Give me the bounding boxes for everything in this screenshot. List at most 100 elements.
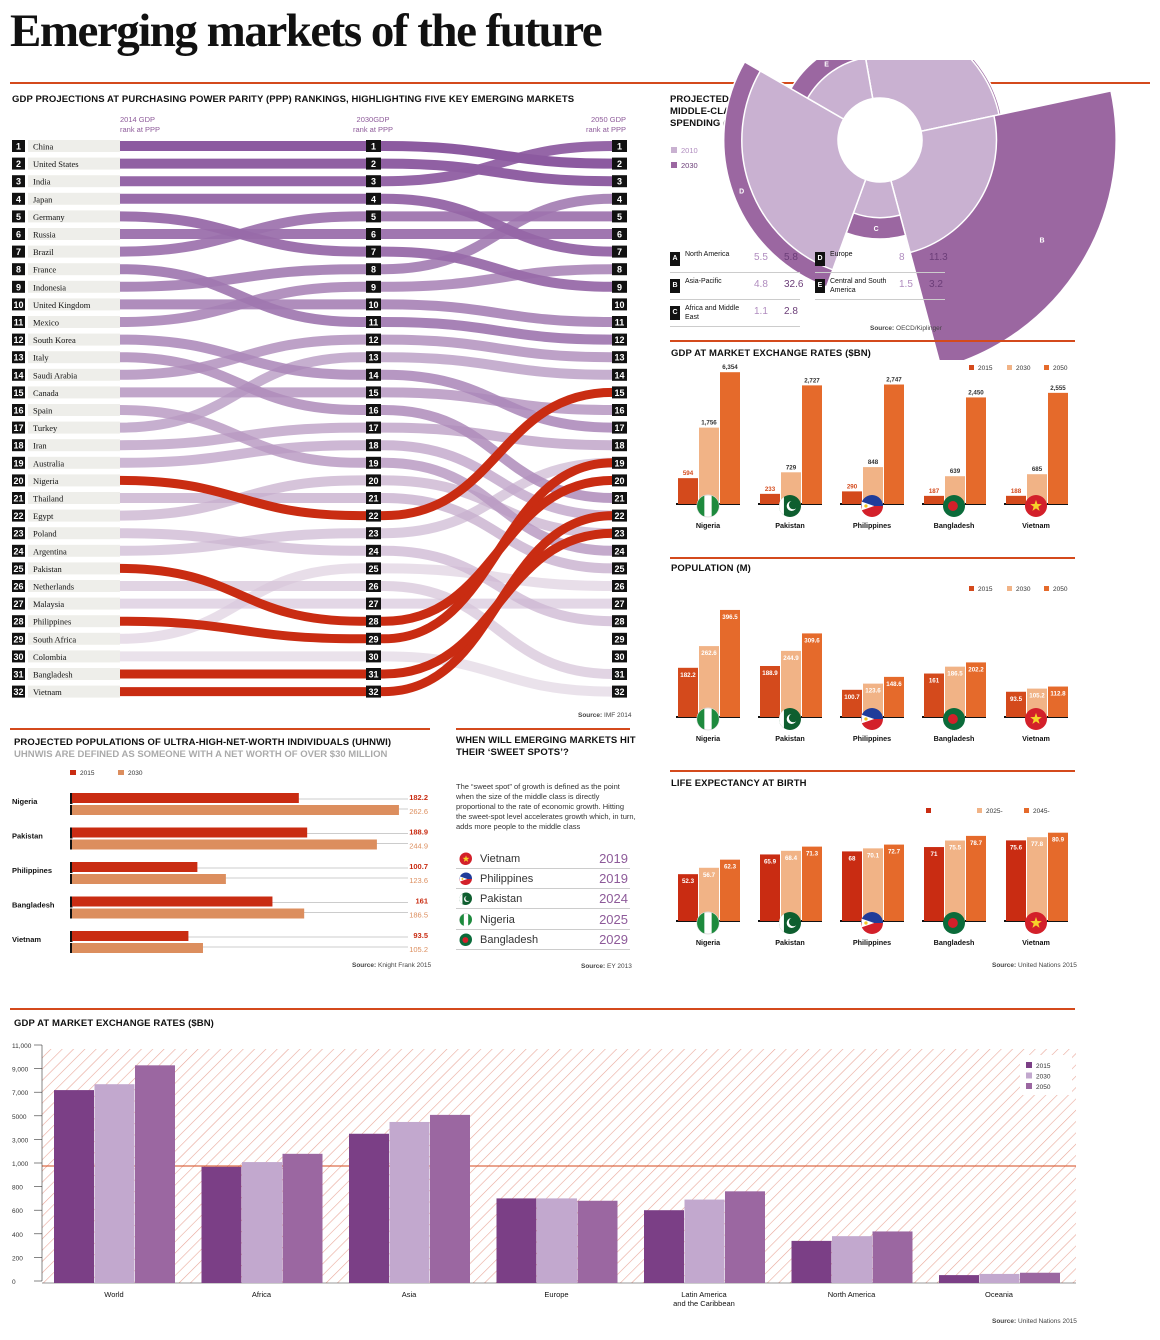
regions-legend-swatch bbox=[1026, 1083, 1032, 1089]
bar-bangladesh-2015 bbox=[924, 673, 944, 717]
ppp-rank-box bbox=[12, 263, 25, 276]
ppp-source: Source: IMF 2014 bbox=[578, 712, 632, 719]
bar-vietnam-2015 bbox=[1006, 495, 1026, 504]
flag-star bbox=[1030, 499, 1042, 511]
mc-wedge-2010 bbox=[741, 69, 867, 271]
flag-bottom bbox=[861, 506, 883, 517]
regions-bar-oceania-2015 bbox=[939, 1275, 979, 1283]
bar-pakistan-2050 bbox=[802, 385, 822, 504]
sweet-country: Pakistan bbox=[480, 893, 523, 906]
mc-legend-2010: 2010 bbox=[681, 146, 698, 155]
ppp-rank-box bbox=[12, 140, 25, 152]
bar-value: 112.8 bbox=[1050, 691, 1066, 698]
ppp-country: Russia bbox=[33, 230, 56, 240]
bar-nigeria-2015 bbox=[678, 667, 698, 717]
bar-vietnam-2050 bbox=[1048, 392, 1068, 504]
population-heading: POPULATION (M) bbox=[671, 563, 751, 574]
bar-philippines-2030 bbox=[863, 683, 883, 717]
flag-moon-cut bbox=[465, 896, 471, 902]
ppp-rank-box bbox=[366, 298, 381, 311]
legend-label: 2050 bbox=[1053, 365, 1068, 372]
ppp-rank-box bbox=[612, 597, 627, 610]
ppp-rank-2050: 30 bbox=[614, 652, 624, 662]
regions-bar-europe-2015 bbox=[496, 1198, 537, 1283]
bar-bangladesh-2050 bbox=[966, 397, 986, 504]
ppp-rank-box bbox=[612, 544, 627, 557]
ppp-rank-box bbox=[12, 368, 25, 381]
ppp-col2014-l1: 2014 GDP bbox=[120, 115, 155, 124]
ppp-label-bg bbox=[28, 140, 120, 152]
regions-bar-oceania-2050 bbox=[1020, 1272, 1060, 1283]
middle-class-heading: PROJECTED MIDDLE-CLASS SPENDING ($TRN) bbox=[670, 94, 755, 129]
ppp-country: Turkey bbox=[33, 423, 58, 433]
ppp-rank-box bbox=[612, 580, 627, 592]
flag-stripe bbox=[779, 709, 784, 729]
flag-moon-cut bbox=[788, 713, 798, 723]
ppp-rank-box bbox=[12, 245, 25, 258]
uhnwi-value-2015: 161 bbox=[415, 897, 428, 906]
ppp-rank-box bbox=[366, 685, 381, 698]
ppp-country: Japan bbox=[33, 194, 53, 204]
ppp-rank-box bbox=[612, 650, 627, 663]
ppp-flow-pakistan bbox=[119, 475, 614, 626]
ppp-label-bg bbox=[28, 456, 120, 469]
uhnwi-bar-2015 bbox=[72, 862, 198, 872]
ppp-rank-box bbox=[612, 668, 627, 680]
sweet-flag bbox=[459, 892, 472, 906]
ppp-rank-box bbox=[366, 192, 381, 205]
ppp-rank-2050: 10 bbox=[614, 300, 624, 310]
flag-bangladesh-icon bbox=[459, 933, 472, 946]
ppp-rank-box bbox=[12, 421, 25, 434]
mc-row-2030: 3.2 bbox=[929, 279, 943, 290]
uhnwi-legend-2030-swatch bbox=[118, 770, 124, 775]
ppp-country: Egypt bbox=[33, 511, 54, 521]
ppp-rank-box bbox=[366, 597, 381, 610]
regions-bar-asia-2030 bbox=[389, 1121, 430, 1283]
category-label: Pakistan bbox=[775, 521, 805, 530]
ppp-rank-2030: 25 bbox=[368, 564, 378, 574]
sweet-source: Source: EY 2013 bbox=[581, 963, 632, 970]
bar-philippines-2015 bbox=[842, 491, 862, 504]
legend-label: 2045- bbox=[1033, 808, 1050, 815]
ppp-rank-2014: 12 bbox=[13, 335, 23, 345]
flag-moon-cut bbox=[788, 917, 798, 927]
ppp-rank-box bbox=[12, 544, 25, 557]
ppp-rank-box bbox=[612, 509, 627, 522]
ppp-rank-2030: 16 bbox=[368, 406, 378, 416]
uhnwi-tick bbox=[70, 931, 73, 942]
ppp-rank-box bbox=[612, 333, 627, 346]
ppp-rank-box bbox=[12, 333, 25, 346]
ppp-heading: GDP PROJECTIONS AT PURCHASING POWER PARI… bbox=[12, 94, 575, 105]
uhnwi-value-2030: 244.9 bbox=[409, 842, 428, 851]
flag-band bbox=[711, 708, 719, 730]
ppp-rank-box bbox=[366, 421, 381, 434]
uhnwi-value-2030: 105.2 bbox=[409, 945, 428, 954]
ppp-rank-box bbox=[12, 228, 25, 240]
ppp-rank-2014: 29 bbox=[13, 634, 23, 644]
ppp-rank-2050: 15 bbox=[614, 388, 624, 398]
ppp-flow-poland bbox=[119, 528, 614, 627]
mc-row-name: Europe bbox=[830, 251, 853, 258]
ppp-label-bg bbox=[28, 509, 120, 522]
bar-value: 186.5 bbox=[947, 671, 963, 678]
mc-row-2030: 2.8 bbox=[784, 306, 798, 317]
ppp-rank-box bbox=[12, 439, 25, 452]
sweet-year: 2025 bbox=[599, 911, 628, 927]
uhnwi-country: Philippines bbox=[12, 866, 52, 875]
sweet-country: Vietnam bbox=[480, 853, 521, 865]
flag-sun bbox=[864, 717, 868, 721]
legend-label: 2050 bbox=[1053, 586, 1068, 593]
uhnwi-subheading: UHNWIS ARE DEFINED AS SOMEONE WITH A NET… bbox=[14, 749, 388, 760]
ppp-rank-box bbox=[366, 439, 381, 452]
ppp-rank-box bbox=[366, 263, 381, 276]
ppp-label-bg bbox=[28, 175, 120, 188]
mc-row-2010: 8 bbox=[899, 252, 905, 263]
ppp-country: Australia bbox=[33, 458, 64, 468]
uhnwi-source: Source: Knight Frank 2015 bbox=[352, 962, 432, 969]
flag-bottom bbox=[861, 923, 883, 934]
bar-value: 2,747 bbox=[886, 377, 902, 384]
bar-value: 182.2 bbox=[680, 672, 696, 679]
ppp-rank-2030: 31 bbox=[368, 670, 378, 680]
sweet-flag bbox=[459, 933, 472, 946]
mc-table-row: D Europe 8 11.3 bbox=[815, 246, 948, 273]
